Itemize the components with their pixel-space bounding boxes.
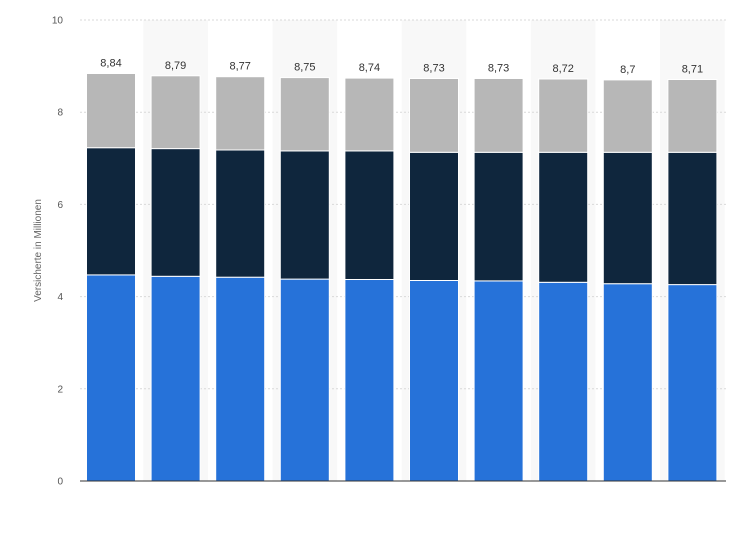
total-value-label: 8,7: [620, 64, 635, 76]
bar-segment-series-3: [279, 77, 330, 152]
bar-segment-series-2: [344, 150, 395, 280]
bar-segment-series-2: [409, 151, 459, 281]
bar-segment-series-1: [473, 280, 524, 482]
total-value-label: 8,71: [682, 64, 703, 76]
y-tick-label: 4: [57, 292, 63, 303]
bar-segment-series-3: [86, 73, 136, 149]
y-axis-title: Versicherte in Millionen: [33, 199, 44, 302]
bar-segment-series-2: [86, 147, 136, 276]
total-value-label: 8,75: [294, 62, 315, 74]
bar-segment-series-1: [86, 274, 136, 482]
bar-segment-series-1: [538, 281, 589, 482]
bar-segment-series-2: [473, 151, 524, 282]
y-tick-label: 0: [57, 477, 63, 488]
y-tick-label: 2: [57, 384, 63, 395]
bar-segment-series-1: [602, 283, 653, 482]
total-value-label: 8,84: [100, 58, 121, 70]
bar-segment-series-1: [279, 278, 330, 482]
bar-segment-series-3: [538, 78, 589, 153]
bar-segment-series-3: [602, 79, 653, 153]
bar-segment-series-2: [602, 151, 653, 285]
bar-segment-series-3: [344, 77, 395, 152]
total-value-label: 8,73: [423, 63, 444, 75]
bar-segment-series-2: [279, 150, 330, 280]
total-value-label: 8,72: [552, 63, 573, 75]
bar-stacks: [86, 73, 718, 482]
total-value-label: 8,74: [359, 62, 380, 74]
total-value-label: 8,79: [165, 60, 186, 72]
bar-segment-series-1: [667, 284, 718, 482]
bar-segment-series-3: [150, 75, 201, 150]
bar-segment-series-1: [409, 280, 459, 482]
bar-segment-series-3: [473, 78, 524, 153]
bar-segment-series-3: [215, 76, 266, 151]
total-value-labels: 8,84 8,79 8,77 8,75 8,74 8,73 8,73 8,72 8,7 8,71: [100, 58, 703, 76]
bar-segment-series-1: [344, 279, 395, 482]
bar-segment-series-1: [150, 275, 201, 482]
bar-segment-series-2: [150, 148, 201, 277]
y-tick-label: 10: [52, 16, 64, 27]
bar-segment-series-2: [538, 151, 589, 283]
bar-segment-series-3: [409, 78, 459, 153]
bar-segment-series-2: [667, 151, 718, 286]
bar-segment-series-2: [215, 149, 266, 278]
total-value-label: 8,77: [229, 61, 250, 73]
y-tick-label: 8: [57, 108, 63, 119]
bar-segment-series-3: [667, 79, 718, 153]
total-value-label: 8,73: [488, 63, 509, 75]
y-tick-label: 6: [57, 200, 63, 211]
bar-segment-series-1: [215, 276, 266, 482]
y-axis-ticks: 0 2 4 6 8 10: [52, 16, 64, 488]
